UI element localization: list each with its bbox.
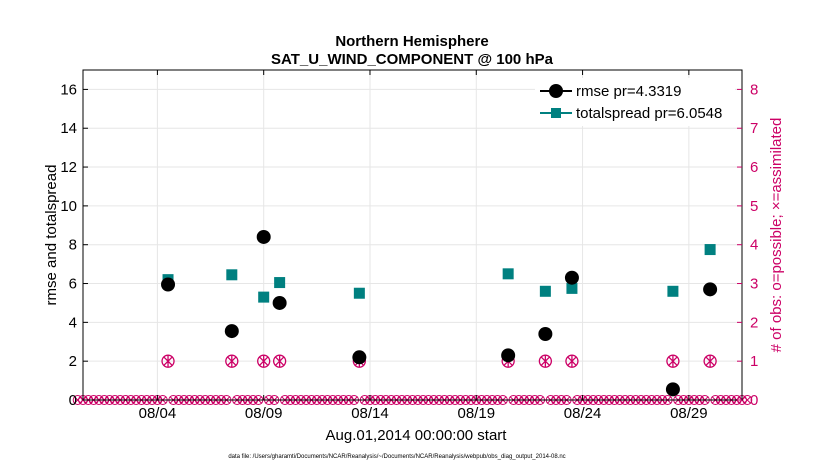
- rmse-point: [564, 270, 579, 285]
- y2-tick-label: 1: [750, 353, 758, 370]
- totalspread-point: [258, 291, 270, 303]
- x-tick-label: 08/14: [351, 405, 389, 422]
- x-tick-label: 08/04: [139, 405, 177, 422]
- rmse-point: [256, 229, 271, 244]
- data-file-footnote: data file: /Users/gharamti/Documents/NCA…: [228, 454, 565, 460]
- totalspread-point: [704, 244, 716, 256]
- rmse-point: [161, 277, 176, 292]
- x-tick-label: 08/09: [245, 405, 283, 422]
- y-tick-label: 12: [60, 159, 77, 176]
- zero-obs-possible-marker: [742, 395, 753, 405]
- obs-assimilated-marker: [226, 355, 237, 367]
- chart-subtitle: SAT_U_WIND_COMPONENT @ 100 hPa: [271, 51, 554, 68]
- obs-assimilated-marker: [258, 355, 269, 367]
- y-tick-label: 2: [69, 353, 77, 370]
- y-tick-label: 8: [69, 237, 77, 254]
- y2-tick-label: 3: [750, 276, 758, 293]
- legend: rmse pr=4.3319 totalspread pr=6.0548: [535, 78, 735, 126]
- y2-tick-label: 4: [750, 237, 758, 254]
- y-tick-label: 16: [60, 81, 77, 98]
- legend-box: [535, 78, 735, 126]
- obs-possible-marker: [666, 354, 680, 368]
- rmse-point: [501, 348, 516, 363]
- x-tick-label: 08/19: [458, 405, 496, 422]
- totalspread-point: [274, 277, 286, 289]
- y-tick-label: 0: [69, 392, 77, 409]
- obs-assimilated-marker: [705, 355, 716, 367]
- totalspread-point: [226, 269, 238, 281]
- totalspread-point: [502, 268, 514, 280]
- legend-spread-marker: [551, 108, 561, 118]
- y-tick-label: 6: [69, 276, 77, 293]
- totalspread-point: [539, 285, 551, 297]
- obs-possible-marker: [272, 354, 287, 368]
- y2-axis-label: # of obs: o=possible; ×=assimilated: [768, 118, 785, 353]
- legend-rmse-marker: [549, 84, 563, 98]
- obs-assimilated-marker: [274, 355, 285, 367]
- data-series: [161, 229, 718, 397]
- rmse-point: [703, 282, 718, 297]
- zero-obs-assimilated-marker: [743, 396, 752, 404]
- axis-ticks: 08/04 08/09 08/14 08/19 08/24 08/290246810121…: [60, 70, 758, 422]
- rmse-point: [665, 382, 680, 397]
- legend-spread-label: totalspread pr=6.0548: [576, 105, 722, 122]
- legend-rmse-label: rmse pr=4.3319: [576, 83, 681, 100]
- y2-tick-label: 5: [750, 198, 758, 215]
- obs-possible-marker: [565, 354, 579, 368]
- totalspread-point: [353, 287, 365, 299]
- totalspread-point: [667, 285, 679, 297]
- rmse-point: [538, 327, 553, 341]
- y-axis-label: rmse and totalspread: [43, 165, 60, 306]
- y2-tick-label: 7: [750, 120, 758, 137]
- rmse-point: [224, 324, 239, 339]
- y2-tick-label: 6: [750, 159, 758, 176]
- y2-tick-label: 2: [750, 314, 758, 331]
- y2-tick-label: 0: [750, 392, 758, 409]
- totalspread-point: [566, 282, 578, 294]
- obs-possible-marker: [538, 354, 553, 368]
- obs-assimilated-marker: [566, 355, 577, 367]
- obs-assimilated-marker: [667, 355, 678, 367]
- obs-possible-marker: [161, 354, 175, 368]
- x-tick-label: 08/24: [564, 405, 602, 422]
- axes-box: [82, 69, 743, 401]
- rmse-point: [352, 350, 367, 365]
- obs-assimilated-marker: [540, 355, 551, 367]
- x-tick-label: 08/29: [670, 405, 708, 422]
- y2-tick-label: 8: [750, 81, 758, 98]
- y-tick-label: 14: [60, 120, 77, 137]
- chart-title: Northern Hemisphere: [335, 33, 488, 50]
- obs-possible-marker: [225, 354, 239, 368]
- y-tick-label: 10: [60, 198, 77, 215]
- y-tick-label: 4: [69, 314, 77, 331]
- x-axis-label: Aug.01,2014 00:00:00 start: [326, 427, 508, 444]
- obs-possible-marker: [257, 354, 271, 368]
- obs-possible-marker: [703, 354, 717, 368]
- rmse-point: [272, 295, 287, 310]
- obs-assimilated-marker: [163, 355, 173, 367]
- zero-obs-possible-marker: [72, 395, 83, 405]
